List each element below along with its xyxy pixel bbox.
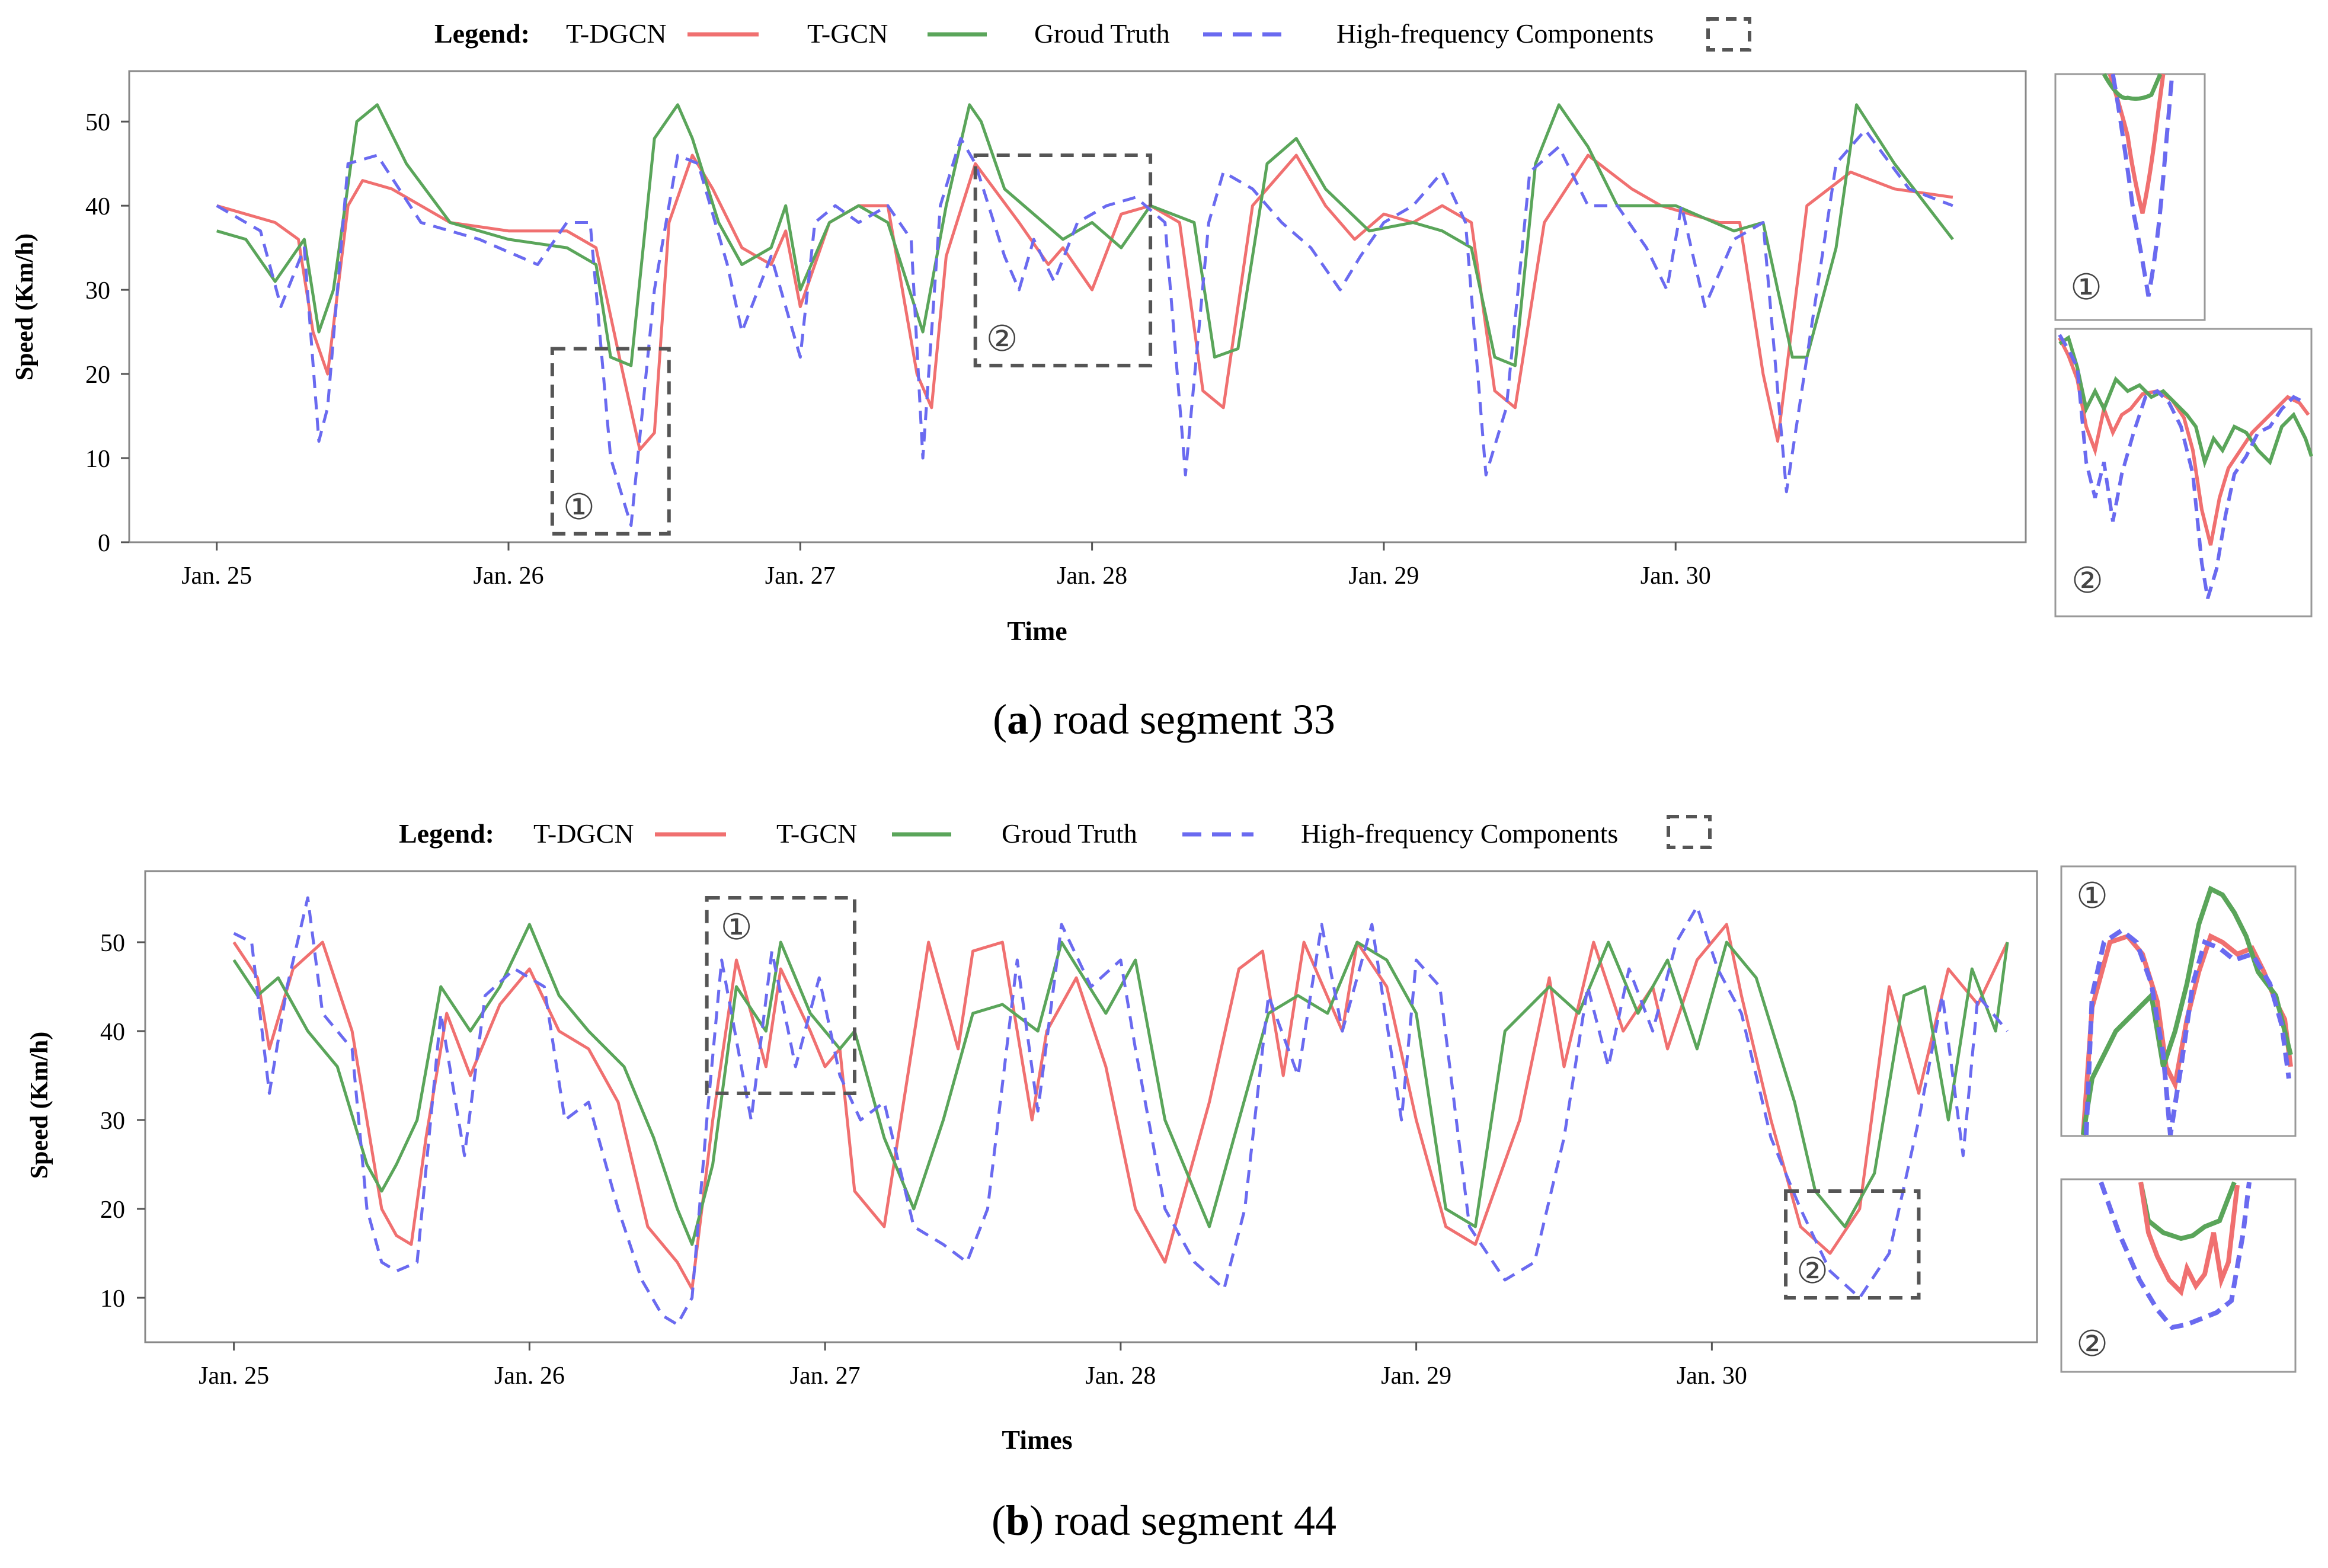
x-tick-label: Jan. 26 xyxy=(474,562,544,590)
x-tick-label: Jan. 27 xyxy=(790,1362,861,1390)
legend-label-highfreq: High-frequency Components xyxy=(1336,18,1654,49)
legend-label-tgcn: T-GCN xyxy=(776,818,857,849)
annotation-box-label: ② xyxy=(1796,1250,1828,1292)
x-tick-label: Jan. 30 xyxy=(1641,562,1711,590)
legend-label-tdgcn: T-DGCN xyxy=(566,18,667,49)
y-tick-label: 40 xyxy=(100,1019,125,1046)
inset-line-truth xyxy=(2058,334,2307,599)
annotation-boxes-a: ①② xyxy=(550,153,1153,536)
series-lines-a xyxy=(216,103,1954,527)
x-tick-label: Jan. 25 xyxy=(181,562,252,590)
inset-label: ① xyxy=(2076,875,2108,917)
plot-frame-a xyxy=(128,70,2027,543)
series-line-groud-truth xyxy=(233,896,2009,1326)
annotation-box xyxy=(1784,1189,1921,1300)
y-tick-label: 0 xyxy=(98,530,110,557)
series-lines-b xyxy=(232,896,2009,1326)
inset-line-tgcn xyxy=(2138,1181,2237,1241)
series-line-t-dgcn xyxy=(232,923,2009,1291)
inset-frame xyxy=(2060,1178,2297,1373)
y-tick-label: 10 xyxy=(85,446,110,473)
y-tick-label: 50 xyxy=(85,109,110,136)
legend-title: Legend: xyxy=(434,18,530,49)
x-tick-label: Jan. 29 xyxy=(1348,562,1419,590)
inset-line-tgcn xyxy=(2102,73,2163,101)
annotation-box xyxy=(705,896,856,1095)
series-line-t-gcn xyxy=(232,923,2009,1246)
inset-line-tdgcn xyxy=(2058,337,2310,546)
inset-line-tgcn xyxy=(2081,885,2293,1135)
y-tick-label: 20 xyxy=(85,361,110,389)
y-axis-label-a: Speed (Km/h) xyxy=(11,233,39,381)
caption-text: road segment 44 xyxy=(1054,1497,1336,1544)
y-tick-label: 40 xyxy=(85,193,110,220)
inset-a-2: ② xyxy=(2054,328,2313,617)
x-tick-label: Jan. 28 xyxy=(1085,1362,1156,1390)
x-tick-label: Jan. 28 xyxy=(1057,562,1127,590)
x-tick-label: Jan. 27 xyxy=(765,562,836,590)
x-axis-label-b: Times xyxy=(1002,1425,1072,1455)
legend-label-tdgcn: T-DGCN xyxy=(533,818,634,849)
inset-line-tdgcn xyxy=(2138,1182,2240,1297)
legend-a: Legend: T-DGCN T-GCN Groud Truth High-fr… xyxy=(434,17,1751,52)
y-tick-label: 50 xyxy=(100,930,125,957)
inset-line-truth xyxy=(2110,73,2174,297)
annotation-box-label: ① xyxy=(721,907,753,948)
legend-title: Legend: xyxy=(399,818,494,849)
panel-a: Legend: T-DGCN T-GCN Groud Truth High-fr… xyxy=(11,17,2313,743)
legend-label-truth: Groud Truth xyxy=(1002,818,1137,849)
annotation-box-label: ② xyxy=(986,318,1018,360)
axis-ticks-a: 0 10 20 30 40 50 Jan. 25 Jan. 26 Jan. 27 Jan. 28 J… xyxy=(85,109,1711,590)
legend-label-tgcn: T-GCN xyxy=(807,18,888,49)
legend-label-highfreq: High-frequency Components xyxy=(1301,818,1618,849)
annotation-box-label: ① xyxy=(563,487,595,528)
inset-b-2: ② xyxy=(2060,1178,2297,1373)
inset-label: ② xyxy=(2071,560,2103,601)
series-line-t-dgcn xyxy=(216,153,1953,452)
x-tick-label: Jan. 30 xyxy=(1677,1362,1747,1390)
legend-label-truth: Groud Truth xyxy=(1034,18,1170,49)
y-tick-label: 10 xyxy=(100,1285,125,1313)
annotation-box xyxy=(973,153,1153,367)
caption-letter: a xyxy=(1007,696,1028,743)
inset-line-tgcn xyxy=(2058,335,2313,469)
inset-label: ② xyxy=(2076,1323,2108,1365)
inset-frame xyxy=(2054,328,2313,617)
annotation-boxes-b: ①② xyxy=(705,896,1921,1300)
x-axis-label-a: Time xyxy=(1007,616,1067,646)
inset-label: ① xyxy=(2070,267,2102,308)
axis-ticks-b: 10 20 30 40 50 Jan. 25 Jan. 26 Jan. 27 Jan. 28 Ja… xyxy=(100,930,1747,1390)
legend-swatch-box xyxy=(1667,815,1712,849)
series-line-t-gcn xyxy=(216,103,1954,367)
y-tick-label: 30 xyxy=(85,277,110,305)
x-tick-label: Jan. 29 xyxy=(1381,1362,1451,1390)
inset-a-1: ① xyxy=(2054,73,2206,321)
caption-b: (b) road segment 44 xyxy=(992,1497,1336,1544)
caption-a: (a) road segment 33 xyxy=(993,696,1335,743)
y-axis-label-b: Speed (Km/h) xyxy=(26,1032,53,1179)
legend-swatch-box xyxy=(1706,17,1751,52)
series-line-groud-truth xyxy=(216,128,1953,527)
y-tick-label: 20 xyxy=(100,1196,125,1224)
caption-text: road segment 33 xyxy=(1053,696,1335,743)
legend-b: Legend: T-DGCN T-GCN Groud Truth High-fr… xyxy=(399,815,1712,849)
inset-line-tdgcn xyxy=(2108,73,2166,214)
inset-b-1: ① xyxy=(2060,865,2297,1137)
inset-line-truth xyxy=(2099,1181,2252,1330)
panel-b: Legend: T-DGCN T-GCN Groud Truth High-fr… xyxy=(26,815,2297,1544)
y-tick-label: 30 xyxy=(100,1108,125,1135)
inset-line-truth xyxy=(2084,927,2291,1135)
x-tick-label: Jan. 26 xyxy=(494,1362,565,1390)
plot-frame-b xyxy=(144,870,2038,1343)
x-tick-label: Jan. 25 xyxy=(199,1362,269,1390)
caption-letter: b xyxy=(1006,1497,1029,1544)
